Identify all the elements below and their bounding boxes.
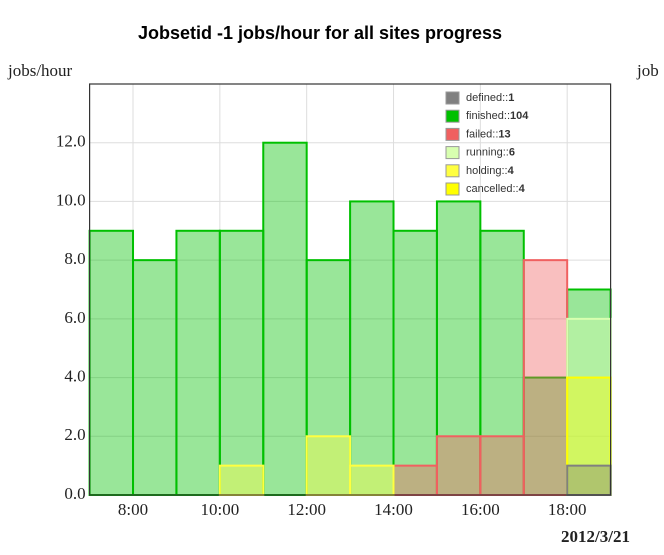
- legend-total: 4: [508, 165, 515, 177]
- bar: [566, 376, 612, 497]
- legend-entry: holding::4: [445, 164, 515, 178]
- bar: [175, 229, 221, 497]
- legend-swatch: [445, 127, 460, 141]
- date-label: 2012/3/21: [561, 527, 630, 546]
- y-tick-label: 6.0: [64, 308, 85, 327]
- y-tick-label: 12.0: [56, 132, 86, 151]
- bar: [218, 229, 265, 497]
- legend-total: 1: [508, 92, 514, 104]
- x-tick-label: 8:00: [118, 500, 148, 519]
- legend-name: cancelled::: [466, 183, 519, 195]
- legend-name: holding::: [466, 165, 508, 177]
- legend-entry: defined::1: [445, 91, 514, 105]
- bar: [88, 229, 135, 497]
- legend-swatch: [445, 182, 460, 196]
- y-tick-label: 2.0: [64, 425, 85, 444]
- legend-entry: cancelled::4: [445, 182, 526, 196]
- x-tick-label: 12:00: [287, 500, 326, 519]
- x-tick-label: 10:00: [200, 500, 239, 519]
- bar: [392, 229, 438, 497]
- y-tick-label: 0.0: [64, 484, 85, 503]
- legend-name: defined::: [466, 92, 508, 104]
- x-tick-label: 14:00: [374, 500, 413, 519]
- bar: [132, 259, 178, 496]
- x-tick-label: 16:00: [461, 500, 500, 519]
- legend-swatch: [445, 91, 460, 105]
- bar: [566, 464, 612, 496]
- bar: [218, 464, 265, 496]
- y-tick-label: 4.0: [64, 366, 85, 385]
- legend-total: 104: [510, 110, 529, 122]
- legend-swatch: [445, 164, 460, 178]
- plot-frame: [88, 83, 612, 496]
- chart-title: Jobsetid -1 jobs/hour for all sites prog…: [138, 23, 502, 43]
- legend-total: 13: [498, 128, 510, 140]
- legend-entry: running::6: [445, 146, 515, 160]
- y-tick-label: 10.0: [56, 190, 86, 209]
- legend-total: 4: [519, 183, 526, 195]
- legend-label: holding::4: [466, 165, 515, 177]
- legend-label: running::6: [466, 147, 515, 159]
- bar: [522, 259, 569, 496]
- legend-total: 6: [509, 147, 515, 159]
- bar: [479, 435, 525, 496]
- legend-name: failed::: [466, 128, 498, 140]
- bar: [305, 435, 352, 496]
- bar: [262, 141, 308, 496]
- y-axis-label: jobs/hour: [7, 61, 73, 80]
- legend-swatch: [445, 146, 460, 160]
- legend-label: cancelled::4: [466, 183, 526, 195]
- legend-swatch: [445, 109, 460, 123]
- bar: [435, 435, 482, 496]
- legend-entry: finished::104: [445, 109, 529, 123]
- legend-label: failed::13: [466, 128, 511, 140]
- y-tick-label: 8.0: [64, 249, 85, 268]
- legend-label: finished::104: [466, 110, 529, 122]
- legend-label: defined::1: [466, 92, 514, 104]
- legend-entry: failed::13: [445, 127, 511, 141]
- bar: [392, 464, 438, 496]
- bar: [349, 464, 395, 496]
- bar: [349, 200, 395, 497]
- legend-name: finished::: [466, 110, 510, 122]
- y2-axis-label: job: [636, 61, 659, 80]
- x-tick-label: 18:00: [548, 500, 587, 519]
- legend-name: running::: [466, 147, 509, 159]
- bar: [479, 229, 525, 497]
